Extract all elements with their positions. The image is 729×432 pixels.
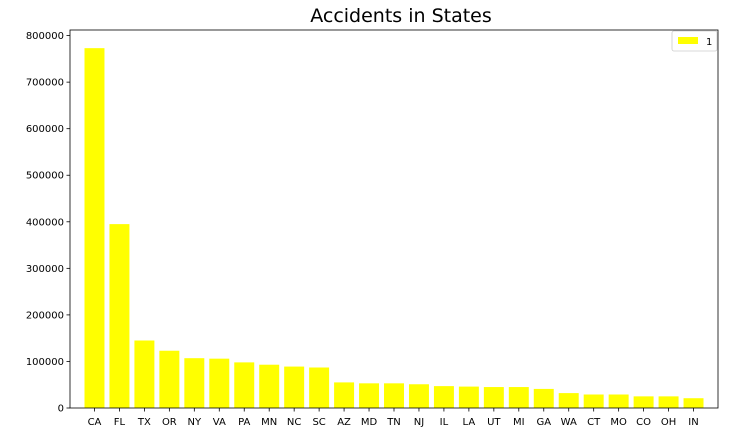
- x-tick-label: NJ: [414, 417, 424, 428]
- bar-mn: [259, 364, 280, 408]
- legend: 1: [671, 30, 718, 52]
- x-tick-label: NY: [188, 417, 202, 428]
- x-tick-label: LA: [463, 417, 476, 428]
- x-tick-label: PA: [238, 417, 250, 428]
- bar-nj: [408, 384, 429, 408]
- x-tick-label: TN: [386, 417, 401, 428]
- x-tick-label: UT: [487, 417, 501, 428]
- x-tick-label: IL: [440, 417, 449, 428]
- x-tick-label: WA: [561, 417, 577, 428]
- y-tick-label: 400000: [26, 217, 64, 228]
- bar-ga: [533, 388, 554, 408]
- bar-md: [359, 383, 380, 408]
- x-tick-label: MI: [513, 417, 525, 428]
- y-tick-label: 500000: [26, 171, 64, 182]
- x-tick-label: TX: [137, 417, 151, 428]
- x-tick-label: MD: [361, 417, 378, 428]
- x-tick-label: CA: [88, 417, 102, 428]
- y-tick-label: 300000: [26, 264, 64, 275]
- bar-sc: [309, 367, 330, 408]
- x-tick-label: MO: [610, 417, 627, 428]
- x-tick-label: GA: [536, 417, 551, 428]
- y-tick-label: 0: [58, 404, 64, 415]
- legend-label: 1: [706, 37, 712, 48]
- bar-mi: [508, 387, 529, 408]
- bar-va: [209, 358, 230, 408]
- bar-fl: [109, 224, 130, 408]
- bar-wa: [558, 393, 579, 408]
- bar-mo: [608, 394, 629, 408]
- bar-la: [458, 386, 479, 408]
- legend-swatch: [678, 37, 698, 44]
- plot-area: 0 100000 200000 300000 400000 500000 600000 700…: [26, 29, 719, 428]
- bar-nc: [284, 366, 305, 408]
- x-tick-label: OH: [661, 417, 676, 428]
- x-tick-label: IN: [688, 417, 698, 428]
- chart-title: Accidents in States: [310, 5, 492, 27]
- bar-az: [334, 382, 355, 408]
- x-tick-label: CO: [636, 417, 651, 428]
- x-tick-label: FL: [114, 417, 126, 428]
- bar-ct: [583, 394, 604, 408]
- x-tick-label: VA: [213, 417, 226, 428]
- y-tick-label: 200000: [26, 310, 64, 321]
- x-tick-label: NC: [287, 417, 301, 428]
- bar-tx: [134, 340, 155, 408]
- y-tick-label: 100000: [26, 357, 64, 368]
- bar-pa: [234, 362, 255, 408]
- y-tick-label: 600000: [26, 124, 64, 135]
- bar-il: [433, 386, 454, 408]
- bar-tn: [384, 383, 404, 408]
- x-tick-label: AZ: [337, 417, 351, 428]
- bar-ny: [184, 358, 205, 408]
- x-tick-label: OR: [162, 417, 177, 428]
- y-tick-label: 800000: [26, 31, 64, 42]
- x-tick-label: SC: [312, 417, 325, 428]
- bar-ca: [84, 48, 105, 408]
- x-tick-label: CT: [587, 417, 601, 428]
- x-tick-label: MN: [261, 417, 277, 428]
- bar-oh: [658, 396, 679, 408]
- bar-in: [683, 398, 704, 408]
- bar-ut: [483, 387, 504, 408]
- bar-co: [633, 396, 654, 408]
- y-tick-label: 700000: [26, 78, 64, 89]
- bar-or: [159, 350, 180, 408]
